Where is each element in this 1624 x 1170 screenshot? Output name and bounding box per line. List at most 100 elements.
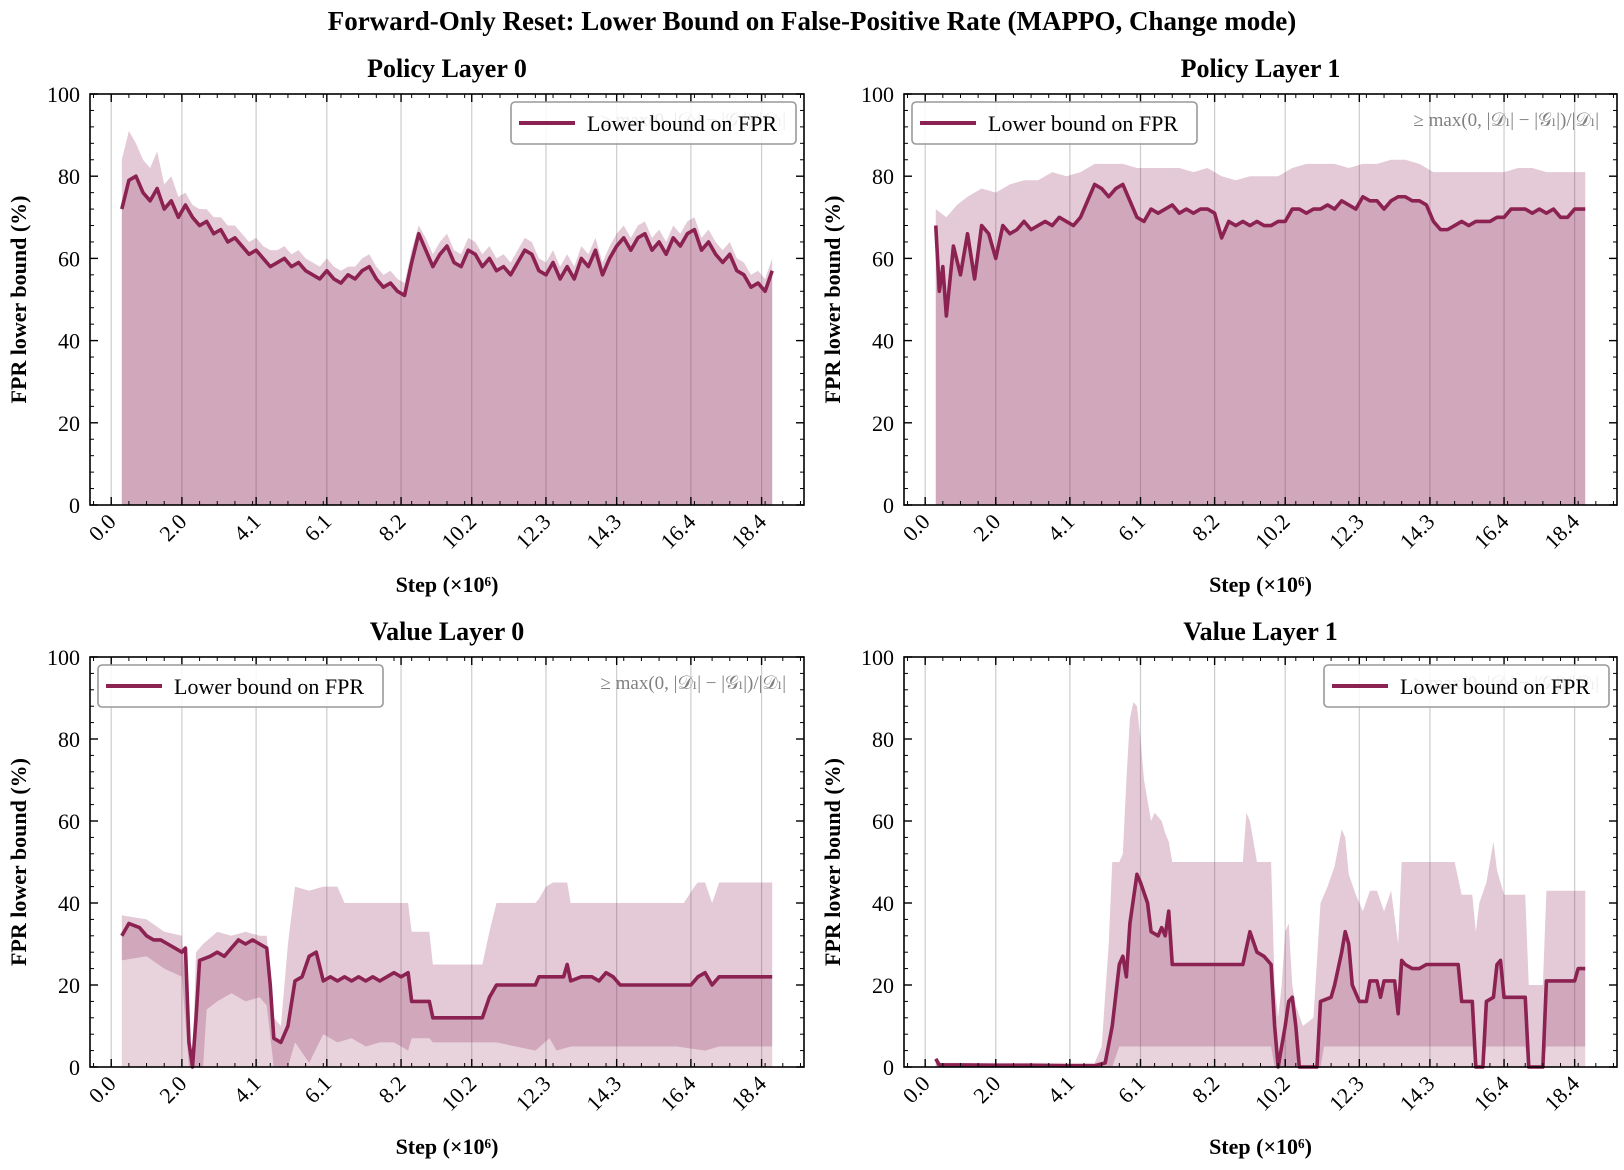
formula-annotation: ≥ max(0, |𝒟ₗ| − |𝒢ₗ|)/|𝒟ₗ| <box>1413 110 1599 131</box>
y-axis-label: FPR lower bound (%) <box>6 196 31 404</box>
ytick-label: 80 <box>58 164 80 189</box>
chart-panel-4: 0 20 40 60 80 100 0.0 2.0 4.1 6.1 8.2 10.2 12.3 14.3 1… <box>820 617 1618 1159</box>
ytick-label: 40 <box>58 891 80 916</box>
y-axis-label: FPR lower bound (%) <box>820 758 845 966</box>
legend: Lower bound on FPR <box>1323 664 1610 708</box>
xtick-label: 16.4 <box>656 1071 701 1116</box>
xtick-label: 16.4 <box>1469 1071 1514 1116</box>
legend-box <box>510 101 797 145</box>
series-area <box>935 874 1586 1067</box>
xtick-label: 12.3 <box>1324 509 1369 554</box>
ytick-label: 20 <box>58 411 80 436</box>
xtick-label: 8.2 <box>373 509 410 546</box>
ytick-label: 20 <box>872 411 894 436</box>
x-axis-label: Step (×10⁶) <box>396 572 499 597</box>
xtick-label: 18.4 <box>1539 509 1584 554</box>
legend-label: Lower bound on FPR <box>1400 674 1590 699</box>
ytick-label: 0 <box>69 493 80 518</box>
chart-panel-2: 0 20 40 60 80 100 0.0 2.0 4.1 6.1 8.2 10.2 12.3 14.3 1… <box>820 54 1618 597</box>
xtick-label: 8.2 <box>1187 509 1224 546</box>
xtick-label: 6.1 <box>299 1071 336 1108</box>
ytick-label: 40 <box>872 891 894 916</box>
ytick-label: 60 <box>58 246 80 271</box>
series-area <box>121 923 773 1067</box>
xtick-label: 4.1 <box>229 1071 266 1108</box>
ytick-label: 20 <box>872 973 894 998</box>
panel-title: Value Layer 0 <box>370 617 525 646</box>
xtick-label: 2.0 <box>968 509 1005 546</box>
series-line <box>120 174 774 298</box>
xtick-label: 18.4 <box>726 509 771 554</box>
xtick-label: 14.3 <box>581 1071 626 1116</box>
x-axis-label: Step (×10⁶) <box>1209 1134 1312 1159</box>
xtick-label: 4.1 <box>1042 509 1079 546</box>
ytick-label: 60 <box>58 809 80 834</box>
ytick-label: 20 <box>58 973 80 998</box>
legend: Lower bound on FPR <box>510 101 797 145</box>
ytick-label: 100 <box>861 645 894 670</box>
legend-label: Lower bound on FPR <box>587 111 777 136</box>
formula-annotation: ≥ max(0, |𝒟ₗ| − |𝒢ₗ|)/|𝒟ₗ| <box>600 673 786 694</box>
xtick-label: 16.4 <box>1469 509 1514 554</box>
y-axis-label: FPR lower bound (%) <box>820 196 845 404</box>
xtick-label: 4.1 <box>229 509 266 546</box>
xtick-label: 4.1 <box>1042 1071 1079 1108</box>
xtick-label: 14.3 <box>1395 509 1440 554</box>
ytick-label: 60 <box>872 246 894 271</box>
xtick-label: 14.3 <box>1395 1071 1440 1116</box>
ytick-label: 40 <box>872 329 894 354</box>
xtick-label: 2.0 <box>154 509 191 546</box>
xtick-label: 12.3 <box>511 509 556 554</box>
ytick-label: 80 <box>872 727 894 752</box>
x-axis-label: Step (×10⁶) <box>396 1134 499 1159</box>
x-axis-label: Step (×10⁶) <box>1209 572 1312 597</box>
legend-label: Lower bound on FPR <box>174 674 364 699</box>
xtick-label: 10.2 <box>436 509 481 554</box>
legend-box <box>97 664 384 708</box>
legend-box <box>1323 664 1610 708</box>
xtick-label: 10.2 <box>1250 509 1295 554</box>
figure-title: Forward-Only Reset: Lower Bound on False… <box>327 6 1297 36</box>
ytick-label: 0 <box>69 1055 80 1080</box>
confidence-band <box>935 702 1586 1067</box>
confidence-band <box>121 882 773 1067</box>
ytick-label: 100 <box>47 645 80 670</box>
xtick-label: 6.1 <box>1113 509 1150 546</box>
xtick-label: 18.4 <box>726 1071 771 1116</box>
ytick-label: 40 <box>58 329 80 354</box>
xtick-label: 0.0 <box>898 1071 935 1108</box>
confidence-band <box>935 159 1586 505</box>
ytick-label: 80 <box>872 164 894 189</box>
xtick-label: 10.2 <box>1250 1071 1295 1116</box>
panel-title: Value Layer 1 <box>1183 617 1338 646</box>
series-line <box>933 182 1586 318</box>
xtick-label: 8.2 <box>1187 1071 1224 1108</box>
xtick-label: 12.3 <box>511 1071 556 1116</box>
xtick-label: 8.2 <box>373 1071 410 1108</box>
y-axis-label: FPR lower bound (%) <box>6 758 31 966</box>
ytick-label: 100 <box>861 82 894 107</box>
xtick-label: 2.0 <box>968 1071 1005 1108</box>
confidence-band <box>121 130 773 506</box>
xtick-label: 2.0 <box>154 1071 191 1108</box>
legend-box <box>911 101 1198 145</box>
legend: Lower bound on FPR <box>97 664 384 708</box>
xtick-label: 0.0 <box>84 509 121 546</box>
xtick-label: 6.1 <box>299 509 336 546</box>
ytick-label: 0 <box>883 493 894 518</box>
xtick-label: 0.0 <box>898 509 935 546</box>
ytick-label: 100 <box>47 82 80 107</box>
xtick-label: 16.4 <box>656 509 701 554</box>
legend: Lower bound on FPR <box>911 101 1198 145</box>
xtick-label: 12.3 <box>1324 1071 1369 1116</box>
chart-panel-3: 0 20 40 60 80 100 0.0 2.0 4.1 6.1 8.2 10.2 12.3 14.3 1… <box>6 617 805 1159</box>
xtick-label: 18.4 <box>1539 1071 1584 1116</box>
ytick-label: 60 <box>872 809 894 834</box>
chart-panel-1: 0 20 40 60 80 100 0.0 2.0 4.1 6.1 8.2 10.2 12.3 14.3 1… <box>6 54 805 597</box>
legend-label: Lower bound on FPR <box>988 111 1178 136</box>
xtick-label: 14.3 <box>581 509 626 554</box>
panel-title: Policy Layer 1 <box>1181 54 1341 83</box>
xtick-label: 0.0 <box>84 1071 121 1108</box>
panel-title: Policy Layer 0 <box>367 54 527 83</box>
